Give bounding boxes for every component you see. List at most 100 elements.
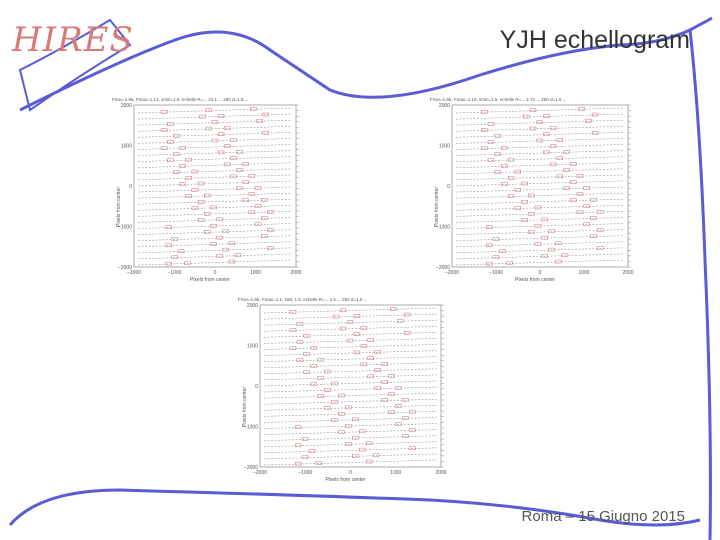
line-marker xyxy=(529,108,537,113)
line-marker xyxy=(236,168,243,172)
line-marker xyxy=(345,423,352,428)
order-line xyxy=(263,313,438,320)
line-marker xyxy=(294,425,302,429)
line-marker xyxy=(167,122,174,126)
line-marker xyxy=(211,138,219,143)
slide-title: YJH echellogram xyxy=(499,26,690,54)
y-tick-label: −2000 xyxy=(118,265,132,271)
order-line xyxy=(455,180,625,187)
line-marker xyxy=(528,193,535,198)
line-marker xyxy=(381,398,388,403)
line-marker xyxy=(548,229,555,234)
line-marker xyxy=(217,150,225,155)
order-line xyxy=(137,198,293,205)
line-marker xyxy=(501,164,508,168)
order-line xyxy=(137,125,293,132)
order-line xyxy=(137,211,293,217)
y-tick-label: 2000 xyxy=(121,103,132,109)
line-marker xyxy=(367,374,375,379)
order-line xyxy=(137,180,293,187)
order-line xyxy=(137,205,293,211)
line-marker xyxy=(353,332,361,336)
order-line xyxy=(455,229,625,235)
line-marker xyxy=(409,428,416,432)
x-tick-label: −2000 xyxy=(127,270,141,276)
order-line xyxy=(455,205,625,211)
line-marker xyxy=(596,228,604,232)
line-marker xyxy=(216,217,223,222)
line-marker xyxy=(248,174,256,178)
line-marker xyxy=(563,150,570,154)
line-marker xyxy=(338,430,345,434)
x-tick-label: 1000 xyxy=(250,270,261,276)
echellogram-plot-1: Fmin=1.96, Fmax=1.13, vmin=1.5, echelle … xyxy=(112,97,308,285)
order-line xyxy=(263,380,438,387)
line-marker xyxy=(585,119,592,123)
line-marker xyxy=(216,235,223,240)
order-line xyxy=(455,125,625,132)
line-marker xyxy=(197,181,205,186)
order-line xyxy=(455,259,625,266)
line-marker xyxy=(514,206,522,210)
line-marker xyxy=(204,230,211,234)
order-line xyxy=(137,235,293,241)
line-marker xyxy=(315,461,323,465)
line-marker xyxy=(222,247,229,252)
line-marker xyxy=(576,210,584,214)
y-axis-label: Pixels from center xyxy=(434,186,440,227)
order-line xyxy=(455,107,625,114)
x-tick-label: 2000 xyxy=(290,270,301,276)
order-line xyxy=(455,217,625,223)
x-tick-label: 2000 xyxy=(622,270,633,276)
order-line xyxy=(263,392,438,399)
order-line xyxy=(455,156,625,162)
line-marker xyxy=(403,331,411,335)
echellogram-plot-3: Fmin=1.96, Fmax=1.1, 168, 1.5, echelle R… xyxy=(238,297,453,485)
x-tick-label: −1000 xyxy=(298,470,312,476)
line-marker xyxy=(254,186,262,190)
plot-frame xyxy=(259,304,442,468)
order-line xyxy=(455,192,625,199)
order-line xyxy=(137,150,293,156)
x-axis-label: Pixels from center xyxy=(514,277,555,283)
order-line xyxy=(455,186,625,193)
y-tick-label: 2000 xyxy=(247,303,258,309)
line-marker xyxy=(242,162,249,166)
order-line xyxy=(455,198,625,205)
order-line xyxy=(263,423,438,429)
line-marker xyxy=(514,169,522,174)
line-marker xyxy=(507,194,515,198)
order-line xyxy=(137,186,293,193)
line-marker xyxy=(576,192,584,196)
line-marker xyxy=(353,314,361,318)
line-marker xyxy=(199,114,206,119)
order-line xyxy=(137,192,293,199)
line-marker xyxy=(210,242,217,246)
line-marker xyxy=(211,120,219,124)
line-marker xyxy=(324,406,331,410)
line-marker xyxy=(402,416,409,420)
line-marker xyxy=(487,140,495,144)
order-line xyxy=(137,144,293,150)
line-marker xyxy=(254,204,262,208)
line-marker xyxy=(179,145,186,150)
order-line xyxy=(263,405,438,411)
line-marker xyxy=(541,235,548,240)
line-marker xyxy=(205,108,212,113)
line-marker xyxy=(160,128,168,132)
line-marker xyxy=(210,205,217,210)
line-marker xyxy=(230,174,237,179)
line-marker xyxy=(262,131,269,135)
y-tick-label: 1000 xyxy=(247,344,258,350)
line-marker xyxy=(365,459,373,464)
line-marker xyxy=(381,380,388,384)
order-line xyxy=(263,362,438,368)
order-line xyxy=(263,386,438,393)
order-line xyxy=(455,253,625,260)
line-marker xyxy=(521,200,528,204)
order-line xyxy=(455,144,625,150)
line-marker xyxy=(543,150,550,155)
line-marker xyxy=(403,312,411,317)
line-marker xyxy=(339,326,347,331)
line-marker xyxy=(528,212,535,216)
